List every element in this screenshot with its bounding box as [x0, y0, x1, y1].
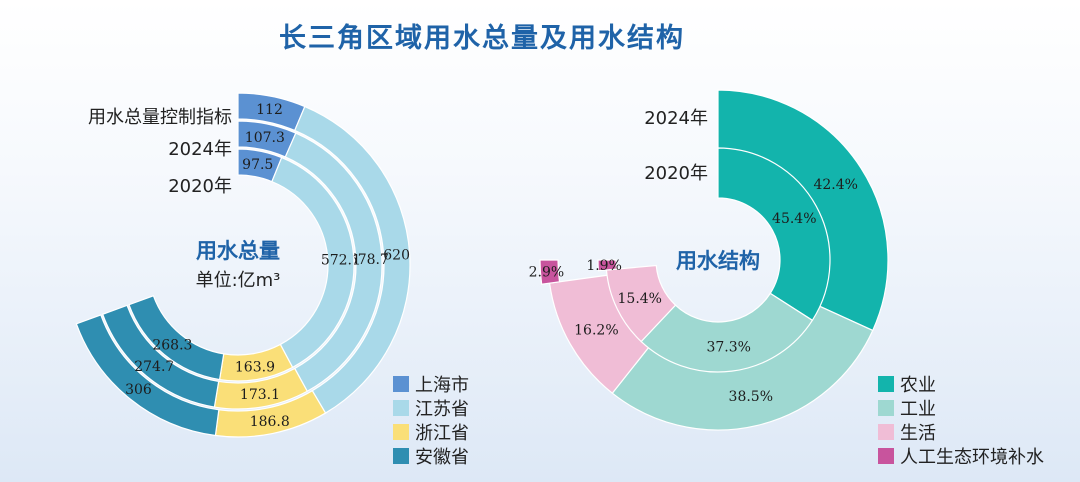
data-label: 274.7	[134, 359, 174, 375]
data-label: 107.3	[245, 130, 285, 146]
data-label: 112	[256, 102, 283, 118]
legend-swatch-农业	[878, 376, 894, 392]
data-label: 173.1	[240, 387, 280, 403]
ring-segment-工业-2020年	[640, 292, 814, 373]
data-label: 572.1	[321, 253, 361, 269]
data-label: 45.4%	[772, 211, 816, 227]
center-unit: 单位:亿m³	[196, 270, 281, 291]
water-structure-chart: 42.4% 38.5% 16.2% 2.9% 2024年 45.4% 37.3% 15.4% 1…	[529, 89, 1044, 468]
legend-swatch-工业	[878, 400, 894, 416]
center-title: 用水结构	[676, 249, 760, 273]
legend-item: 工业	[900, 399, 936, 420]
ring-segment-安徽省-2024年	[101, 304, 220, 408]
data-label: 16.2%	[574, 322, 618, 338]
legend-item: 生活	[900, 423, 936, 444]
legend-swatch-生活	[878, 424, 894, 440]
ring-segment-安徽省-用水总量控制指标	[75, 314, 220, 437]
data-label: 2.9%	[529, 265, 565, 281]
legend-swatch-江苏省	[393, 400, 409, 416]
legend-swatch-人工生态环境补水	[878, 448, 894, 464]
data-label: 97.5	[242, 157, 273, 173]
ring-label: 2020年	[168, 176, 232, 197]
data-label: 620	[383, 247, 410, 263]
ring-label: 2020年	[644, 163, 708, 184]
data-label: 37.3%	[706, 339, 750, 355]
data-label: 578.7	[349, 252, 389, 268]
data-label: 15.4%	[618, 291, 662, 307]
ring-segment-人工生态环境补水-2024年	[539, 259, 561, 285]
legend-swatch-安徽省	[393, 448, 409, 464]
legend-item: 上海市	[415, 375, 469, 396]
legend-swatch-浙江省	[393, 424, 409, 440]
legend-item: 人工生态环境补水	[900, 447, 1044, 468]
data-label: 38.5%	[729, 389, 773, 405]
ring-label: 2024年	[644, 108, 708, 129]
legend-item: 农业	[900, 375, 936, 396]
ring-segment-安徽省-2020年	[128, 295, 225, 381]
ring-segment-农业-2020年	[717, 147, 831, 322]
water-volume-chart: 112 620 186.8 306 用水总量控制指标 107.3 578.7 173.1 274…	[75, 92, 469, 468]
center-title: 用水总量	[196, 239, 280, 263]
ring-segment-人工生态环境补水-2020年	[597, 259, 618, 272]
legend-item: 浙江省	[415, 423, 469, 444]
data-label: 306	[125, 382, 152, 398]
data-label: 186.8	[250, 414, 290, 430]
legend-item: 安徽省	[415, 447, 469, 468]
chart-title: 长三角区域用水总量及用水结构	[279, 23, 685, 54]
data-label: 1.9%	[586, 258, 622, 274]
ring-label: 用水总量控制指标	[88, 107, 232, 128]
data-label: 163.9	[235, 360, 275, 376]
legend-item: 江苏省	[415, 399, 469, 420]
data-label: 268.3	[152, 337, 192, 353]
legend-swatch-上海市	[393, 376, 409, 392]
data-label: 42.4%	[813, 177, 857, 193]
ring-label: 2024年	[168, 139, 232, 160]
